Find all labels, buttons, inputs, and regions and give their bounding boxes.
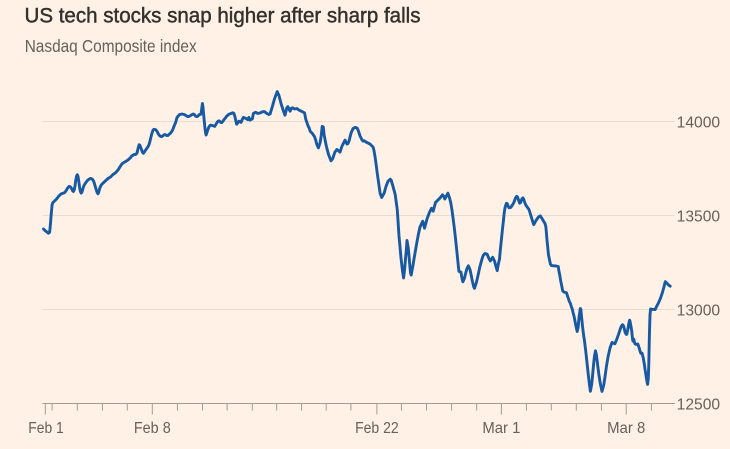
svg-text:Feb 22: Feb 22 [355,420,399,437]
svg-text:Nasdaq Composite index: Nasdaq Composite index [25,36,197,56]
svg-text:US tech stocks snap higher aft: US tech stocks snap higher after sharp f… [25,3,421,27]
svg-text:12500: 12500 [677,397,721,414]
svg-text:13000: 13000 [677,303,721,320]
svg-text:13500: 13500 [677,209,721,226]
svg-text:Feb 8: Feb 8 [134,420,171,437]
svg-text:Mar 8: Mar 8 [607,420,645,437]
svg-text:14000: 14000 [677,115,721,132]
svg-text:Mar 1: Mar 1 [482,420,520,437]
svg-text:Feb 1: Feb 1 [28,420,64,437]
